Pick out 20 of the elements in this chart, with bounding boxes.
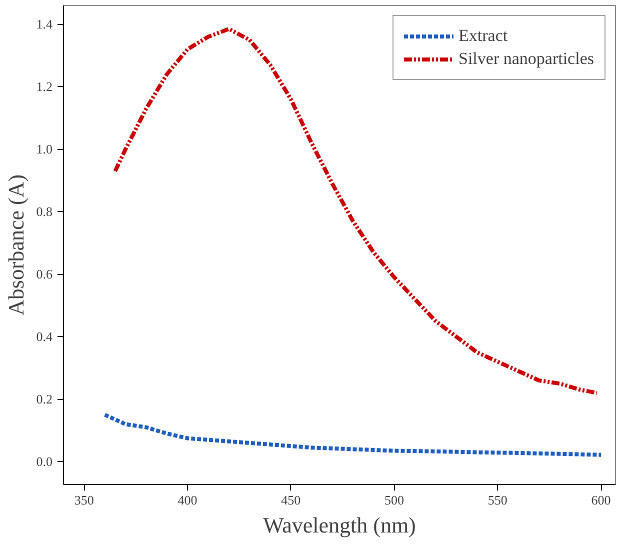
x-tick-label: 500 xyxy=(384,492,404,508)
x-tick-label: 400 xyxy=(178,492,198,508)
y-tick-label: 0.8 xyxy=(36,204,52,220)
x-tick-label: 350 xyxy=(74,492,94,508)
legend-label: Extract xyxy=(458,26,508,46)
x-tick-label: 600 xyxy=(591,492,611,508)
y-tick-label: 0.6 xyxy=(36,266,53,282)
y-tick-label: 1.2 xyxy=(36,79,52,94)
line-series xyxy=(113,26,599,395)
y-axis-title: Absorbance (A) xyxy=(3,174,28,316)
x-tick-label: 450 xyxy=(281,492,301,508)
y-tick-label: 0.4 xyxy=(36,329,53,344)
y-tick-label: 0.0 xyxy=(36,454,52,470)
y-tick-label: 1.0 xyxy=(36,142,52,157)
legend-label: Silver nanoparticles xyxy=(458,49,594,69)
line-series xyxy=(102,412,604,457)
x-tick-label: 550 xyxy=(488,492,508,508)
y-tick-label: 0.2 xyxy=(36,392,52,407)
x-axis-title: Wavelength (nm) xyxy=(263,512,416,538)
y-tick-label: 1.4 xyxy=(36,16,53,32)
